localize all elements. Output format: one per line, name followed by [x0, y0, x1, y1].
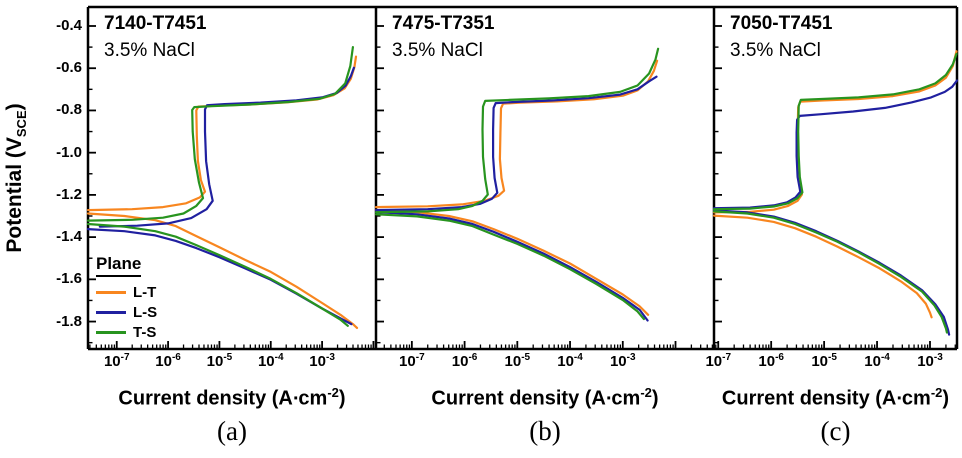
- y-axis-title-text: Potential (V: [3, 137, 26, 253]
- curve-T-S-anodic-panel-a: [86, 46, 354, 222]
- y-tick-label: -1.6: [56, 270, 82, 288]
- x-tick-label: 10-4: [864, 352, 890, 370]
- x-tick-label: 10-6: [155, 352, 181, 370]
- x-tick-label: 10-3: [609, 352, 636, 370]
- x-axis-title: Current density (A∙cm-2): [721, 385, 950, 410]
- legend-title: Plane: [96, 254, 142, 277]
- legend-swatch-L-T: [96, 290, 126, 294]
- curve-L-T-cathodic-panel-c: [712, 214, 933, 319]
- curve-L-S-anodic-panel-a: [98, 66, 355, 228]
- y-tick-label: -1.8: [56, 312, 82, 330]
- curve-T-S-cathodic-panel-b: [374, 213, 645, 321]
- panel-title: 7140-T7451: [104, 13, 207, 34]
- x-tick-label: 10-4: [257, 352, 284, 370]
- panel-caption: (b): [529, 416, 561, 446]
- x-tick-label: 10-6: [451, 352, 478, 370]
- legend-item-T-S: T-S: [96, 322, 157, 342]
- curve-L-T-anodic-panel-a: [86, 55, 358, 212]
- x-tick-label: 10-4: [557, 352, 583, 370]
- curve-T-S-anodic-panel-b: [374, 47, 660, 214]
- y-axis-title-subscript: SCE: [14, 110, 30, 138]
- legend-swatch-T-S: [96, 330, 126, 334]
- x-tick-label: 10-7: [103, 352, 130, 370]
- x-tick-label: 10-3: [917, 352, 943, 370]
- x-tick-label: 10-6: [758, 352, 784, 370]
- panel-title: 7050-T7451: [730, 13, 833, 34]
- curve-T-S-anodic-panel-c: [712, 52, 958, 211]
- panel-subtitle: 3.5% NaCl: [392, 40, 483, 61]
- x-tick-label: 10-3: [309, 352, 335, 370]
- curve-L-S-cathodic-panel-b: [374, 211, 649, 322]
- x-axis-title: Current density (A∙cm-2): [431, 385, 659, 410]
- curve-T-S-cathodic-panel-a: [86, 222, 349, 327]
- legend-label-T-S: T-S: [133, 323, 157, 341]
- curve-L-T-anodic-panel-b: [374, 59, 659, 209]
- y-axis-title: Potential (VSCE): [3, 28, 33, 328]
- panel-title: 7475-T7351: [392, 13, 495, 34]
- x-tick-label: 10-7: [705, 352, 732, 370]
- y-tick-label: -0.8: [56, 101, 82, 119]
- y-tick-label: -1.2: [56, 185, 82, 203]
- curve-L-S-anodic-panel-c: [712, 79, 959, 210]
- legend-swatch-L-S: [96, 310, 126, 314]
- x-axis-title: Current density (A∙cm-2): [118, 385, 346, 410]
- panel-subtitle: 3.5% NaCl: [104, 40, 195, 61]
- curve-L-T-cathodic-panel-a: [86, 212, 359, 329]
- y-axis-title-close: ): [3, 103, 26, 111]
- curve-L-T-cathodic-panel-b: [374, 209, 650, 316]
- legend-label-L-T: L-T: [133, 283, 157, 301]
- x-tick-label: 10-7: [399, 352, 425, 370]
- panel-caption: (a): [217, 416, 247, 446]
- x-tick-label: 10-5: [504, 352, 531, 370]
- y-tick-label: -0.4: [56, 17, 82, 34]
- y-tick-label: -1.0: [56, 143, 82, 161]
- panel-subtitle: 3.5% NaCl: [730, 40, 821, 61]
- curve-L-T-anodic-panel-c: [712, 50, 958, 214]
- legend-item-L-S: L-S: [96, 302, 157, 322]
- legend-items: L-T L-S T-S: [96, 282, 157, 342]
- x-tick-label: 10-5: [811, 352, 837, 370]
- y-tick-label: -0.6: [56, 59, 82, 77]
- legend: Plane L-T L-S T-S: [96, 254, 157, 342]
- y-tick-label: -1.4: [56, 228, 82, 246]
- x-tick-label: 10-5: [206, 352, 233, 370]
- legend-label-L-S: L-S: [133, 303, 158, 321]
- legend-item-L-T: L-T: [96, 282, 157, 302]
- curve-L-S-cathodic-panel-c: [712, 209, 951, 336]
- panel-caption: (c): [820, 416, 851, 446]
- curve-T-S-cathodic-panel-c: [712, 210, 948, 334]
